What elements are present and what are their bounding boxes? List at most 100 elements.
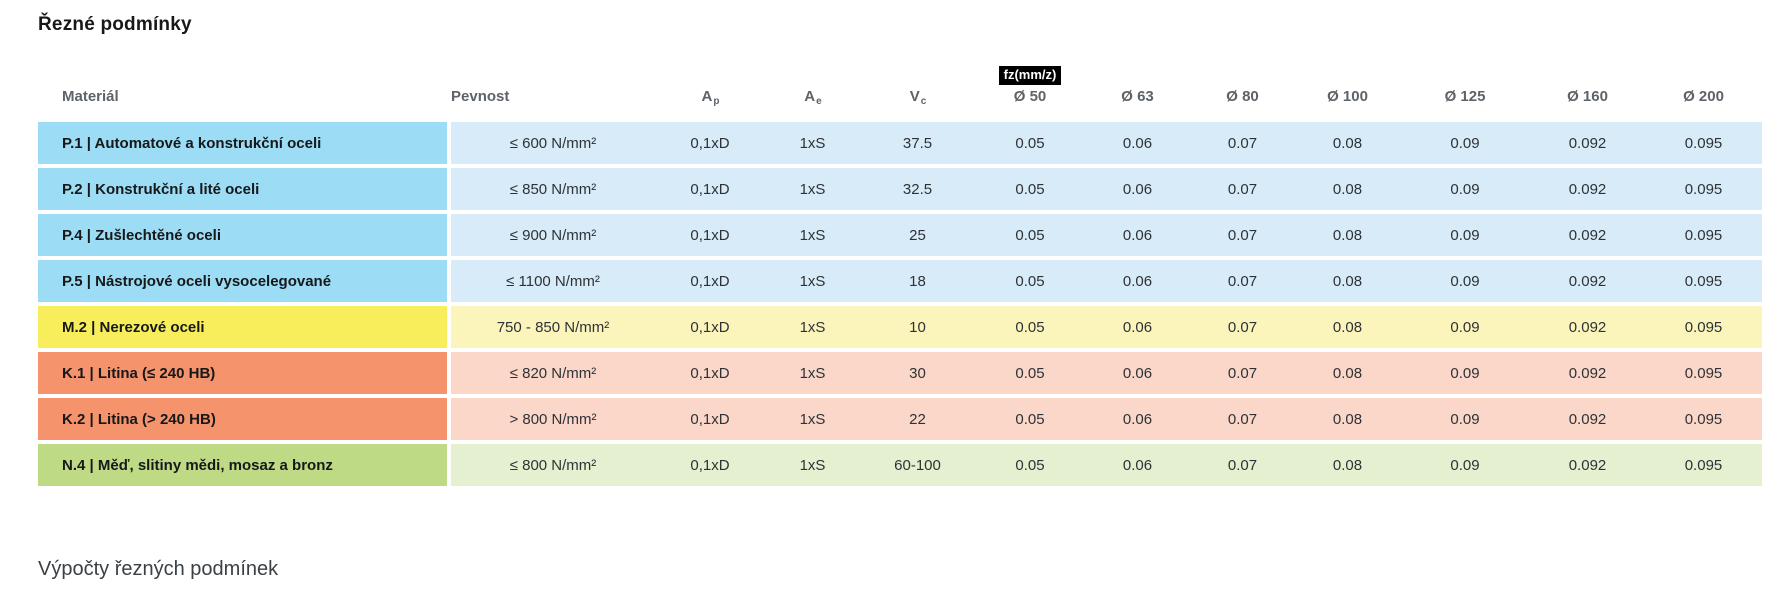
column-header-material: Materiál bbox=[62, 88, 119, 106]
fz-cell: 0.09 bbox=[1450, 364, 1480, 382]
diameter-label: Ø 100 bbox=[1327, 88, 1368, 106]
pevnost-cell: ≤ 600 N/mm² bbox=[509, 134, 597, 152]
fz-cell: 0.05 bbox=[1015, 180, 1045, 198]
fz-cell: 0.07 bbox=[1227, 226, 1258, 244]
material-cell: P.1 | Automatové a konstrukční oceli bbox=[38, 122, 447, 165]
fz-cell: 0.092 bbox=[1568, 272, 1607, 290]
fz-cell: 0.05 bbox=[1015, 318, 1045, 336]
row-data-cells: ≤ 850 N/mm² 0,1xD 1xS 32.5 0.05 0.06 0.07 0… bbox=[451, 168, 1762, 211]
ae-cell: 1xS bbox=[799, 410, 826, 428]
table-body: P.1 | Automatové a konstrukční oceli ≤ 6… bbox=[38, 122, 1762, 487]
fz-cell: 0.09 bbox=[1450, 226, 1480, 244]
ap-cell: 0,1xD bbox=[690, 410, 730, 428]
ae-cell: 1xS bbox=[799, 226, 826, 244]
fz-cell: 0.08 bbox=[1332, 364, 1363, 382]
fz-cell: 0.06 bbox=[1122, 226, 1153, 244]
diameter-label: Ø 80 bbox=[1226, 88, 1259, 106]
fz-cell: 0.095 bbox=[1684, 180, 1723, 198]
fz-cell: 0.08 bbox=[1332, 318, 1363, 336]
ae-cell: 1xS bbox=[799, 134, 826, 152]
vc-cell: 25 bbox=[909, 226, 926, 244]
diameter-label: Ø 50 bbox=[1013, 88, 1047, 106]
fz-cell: 0.08 bbox=[1332, 272, 1363, 290]
ap-cell: 0,1xD bbox=[690, 456, 730, 474]
fz-cell: 0.07 bbox=[1227, 456, 1258, 474]
vc-cell: 30 bbox=[909, 364, 926, 382]
ap-cell: 0,1xD bbox=[690, 272, 730, 290]
fz-cell: 0.092 bbox=[1568, 180, 1607, 198]
fz-cell: 0.08 bbox=[1332, 410, 1363, 428]
material-cell: P.4 | Zušlechtěné oceli bbox=[38, 214, 447, 257]
pevnost-cell: 750 - 850 N/mm² bbox=[496, 318, 610, 336]
table-row: K.2 | Litina (> 240 HB) > 800 N/mm² 0,1x… bbox=[38, 398, 1762, 441]
pevnost-cell: ≤ 1100 N/mm² bbox=[506, 272, 600, 290]
material-cell: M.2 | Nerezové oceli bbox=[38, 306, 447, 349]
table-row: P.1 | Automatové a konstrukční oceli ≤ 6… bbox=[38, 122, 1762, 165]
vc-sub: c bbox=[920, 96, 927, 108]
row-data-cells: > 800 N/mm² 0,1xD 1xS 22 0.05 0.06 0.07 0.0… bbox=[451, 398, 1762, 441]
ap-sub: p bbox=[713, 96, 720, 108]
diameter-label: Ø 200 bbox=[1683, 88, 1724, 106]
table-row: N.4 | Měď, slitiny mědi, mosaz a bronz ≤… bbox=[38, 444, 1762, 487]
fz-cell: 0.092 bbox=[1568, 364, 1607, 382]
fz-cell: 0.092 bbox=[1568, 134, 1607, 152]
column-header-diameter: fz(mm/z) Ø 50 bbox=[975, 66, 1085, 107]
column-header-diameter: Ø 200 bbox=[1645, 66, 1762, 107]
row-data-cells: ≤ 820 N/mm² 0,1xD 1xS 30 0.05 0.06 0.07 0.0… bbox=[451, 352, 1762, 395]
fz-cell: 0.092 bbox=[1568, 318, 1607, 336]
ae-cell: 1xS bbox=[799, 318, 826, 336]
diameter-label: Ø 160 bbox=[1567, 88, 1608, 106]
row-data-cells: ≤ 1100 N/mm² 0,1xD 1xS 18 0.05 0.06 0.07 0.… bbox=[451, 260, 1762, 303]
fz-cell: 0.09 bbox=[1450, 456, 1480, 474]
fz-cell: 0.05 bbox=[1015, 272, 1045, 290]
fz-cell: 0.06 bbox=[1122, 134, 1153, 152]
fz-cell: 0.06 bbox=[1122, 272, 1153, 290]
fz-cell: 0.095 bbox=[1684, 134, 1723, 152]
ap-cell: 0,1xD bbox=[690, 180, 730, 198]
fz-cell: 0.09 bbox=[1450, 318, 1480, 336]
pevnost-cell: > 800 N/mm² bbox=[509, 410, 597, 428]
table-row: P.4 | Zušlechtěné oceli ≤ 900 N/mm² 0,1x… bbox=[38, 214, 1762, 257]
row-data-cells: ≤ 600 N/mm² 0,1xD 1xS 37.5 0.05 0.06 0.07 0… bbox=[451, 122, 1762, 165]
vc-cell: 32.5 bbox=[902, 180, 933, 198]
fz-cell: 0.08 bbox=[1332, 226, 1363, 244]
ap-cell: 0,1xD bbox=[690, 364, 730, 382]
ae-cell: 1xS bbox=[799, 180, 826, 198]
ae-cell: 1xS bbox=[799, 272, 826, 290]
fz-cell: 0.05 bbox=[1015, 134, 1045, 152]
section-title-calculations: Výpočty řezných podmínek bbox=[38, 558, 279, 581]
fz-cell: 0.07 bbox=[1227, 134, 1258, 152]
fz-cell: 0.07 bbox=[1227, 410, 1258, 428]
diameter-label: Ø 125 bbox=[1444, 88, 1486, 106]
column-header-diameter: Ø 125 bbox=[1400, 66, 1530, 107]
fz-cell: 0.06 bbox=[1122, 410, 1153, 428]
fz-cell: 0.05 bbox=[1015, 364, 1045, 382]
ap-cell: 0,1xD bbox=[690, 134, 730, 152]
fz-cell: 0.095 bbox=[1684, 318, 1723, 336]
fz-cell: 0.06 bbox=[1122, 456, 1153, 474]
fz-cell: 0.095 bbox=[1684, 410, 1723, 428]
material-cell: P.5 | Nástrojové oceli vysocelegované bbox=[38, 260, 447, 303]
fz-cell: 0.095 bbox=[1684, 226, 1723, 244]
fz-unit-badge: fz(mm/z) bbox=[998, 66, 1062, 86]
fz-cell: 0.095 bbox=[1684, 272, 1723, 290]
pevnost-cell: ≤ 820 N/mm² bbox=[509, 364, 597, 382]
fz-cell: 0.09 bbox=[1450, 134, 1480, 152]
column-header-pevnost: Pevnost bbox=[451, 88, 510, 106]
fz-cell: 0.08 bbox=[1332, 456, 1363, 474]
fz-cell: 0.07 bbox=[1227, 318, 1258, 336]
fz-cell: 0.09 bbox=[1450, 410, 1480, 428]
ae-base: A bbox=[804, 88, 816, 106]
pevnost-cell: ≤ 900 N/mm² bbox=[509, 226, 597, 244]
diameter-label: Ø 63 bbox=[1121, 88, 1154, 106]
table-row: P.2 | Konstrukční a lité oceli ≤ 850 N/m… bbox=[38, 168, 1762, 211]
vc-cell: 60-100 bbox=[894, 456, 941, 474]
fz-cell: 0.095 bbox=[1684, 456, 1723, 474]
fz-cell: 0.05 bbox=[1015, 456, 1045, 474]
ae-cell: 1xS bbox=[799, 364, 826, 382]
